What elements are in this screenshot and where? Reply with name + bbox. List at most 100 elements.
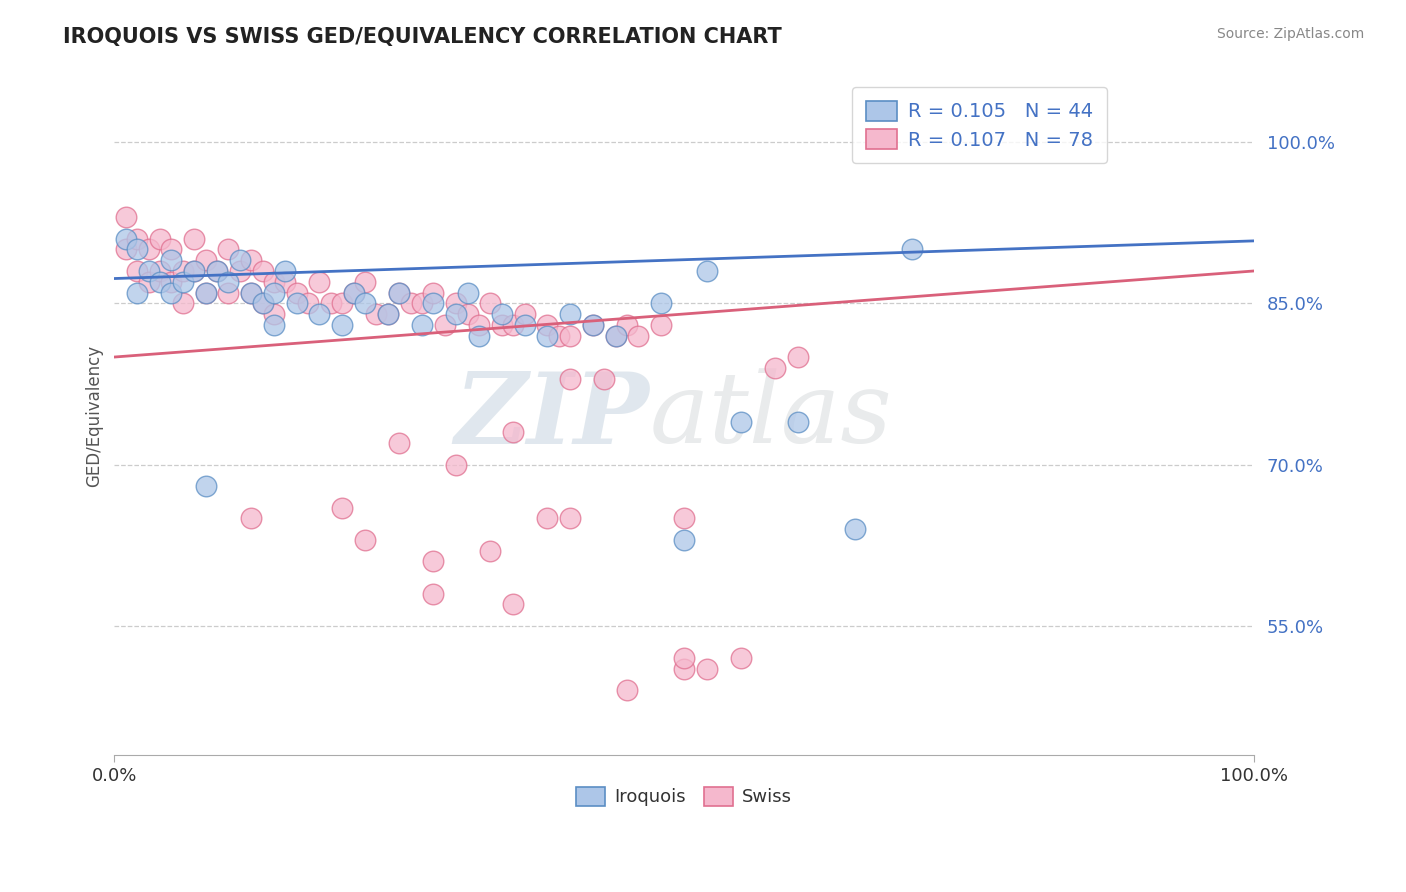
Point xyxy=(616,318,638,332)
Point xyxy=(240,253,263,268)
Point xyxy=(354,533,377,547)
Point xyxy=(263,307,285,321)
Point xyxy=(160,285,183,300)
Point xyxy=(217,243,239,257)
Point xyxy=(558,307,581,321)
Point xyxy=(366,307,388,321)
Point xyxy=(513,307,536,321)
Point xyxy=(183,264,205,278)
Point xyxy=(388,436,411,450)
Point xyxy=(422,586,444,600)
Point xyxy=(274,275,297,289)
Point xyxy=(513,318,536,332)
Point xyxy=(183,232,205,246)
Point xyxy=(479,296,502,310)
Point xyxy=(263,285,285,300)
Point xyxy=(127,264,149,278)
Point xyxy=(786,415,808,429)
Y-axis label: GED/Equivalency: GED/Equivalency xyxy=(86,345,103,487)
Text: atlas: atlas xyxy=(650,368,893,464)
Point xyxy=(844,522,866,536)
Text: IROQUOIS VS SWISS GED/EQUIVALENCY CORRELATION CHART: IROQUOIS VS SWISS GED/EQUIVALENCY CORREL… xyxy=(63,27,782,46)
Legend: Iroquois, Swiss: Iroquois, Swiss xyxy=(569,780,799,814)
Point xyxy=(274,264,297,278)
Point xyxy=(308,307,330,321)
Point xyxy=(263,318,285,332)
Point xyxy=(308,275,330,289)
Point xyxy=(172,264,194,278)
Point xyxy=(138,275,160,289)
Text: Source: ZipAtlas.com: Source: ZipAtlas.com xyxy=(1216,27,1364,41)
Point xyxy=(536,511,558,525)
Point xyxy=(536,318,558,332)
Point xyxy=(160,253,183,268)
Point xyxy=(422,296,444,310)
Point xyxy=(297,296,319,310)
Point xyxy=(228,253,250,268)
Point xyxy=(411,296,433,310)
Point xyxy=(605,328,627,343)
Point xyxy=(228,264,250,278)
Point xyxy=(183,264,205,278)
Point xyxy=(627,328,650,343)
Point xyxy=(149,275,172,289)
Point xyxy=(672,651,695,665)
Point xyxy=(252,264,274,278)
Point xyxy=(457,307,479,321)
Point xyxy=(127,243,149,257)
Point xyxy=(650,318,672,332)
Text: ZIP: ZIP xyxy=(454,368,650,465)
Point xyxy=(502,598,524,612)
Point xyxy=(160,275,183,289)
Point xyxy=(149,264,172,278)
Point xyxy=(194,253,217,268)
Point xyxy=(114,243,136,257)
Point xyxy=(138,264,160,278)
Point xyxy=(558,511,581,525)
Point xyxy=(330,500,353,515)
Point xyxy=(593,371,616,385)
Point xyxy=(319,296,342,310)
Point xyxy=(672,662,695,676)
Point xyxy=(696,264,718,278)
Point xyxy=(377,307,399,321)
Point xyxy=(252,296,274,310)
Point xyxy=(468,328,491,343)
Point xyxy=(411,318,433,332)
Point xyxy=(114,232,136,246)
Point xyxy=(160,243,183,257)
Point xyxy=(194,285,217,300)
Point xyxy=(138,243,160,257)
Point xyxy=(343,285,366,300)
Point xyxy=(672,533,695,547)
Point xyxy=(240,285,263,300)
Point xyxy=(558,371,581,385)
Point xyxy=(252,296,274,310)
Point xyxy=(616,683,638,698)
Point xyxy=(422,554,444,568)
Point xyxy=(763,360,786,375)
Point xyxy=(786,350,808,364)
Point xyxy=(149,232,172,246)
Point xyxy=(582,318,605,332)
Point xyxy=(343,285,366,300)
Point xyxy=(502,318,524,332)
Point xyxy=(194,479,217,493)
Point xyxy=(672,511,695,525)
Point xyxy=(901,243,924,257)
Point xyxy=(240,285,263,300)
Point xyxy=(536,328,558,343)
Point xyxy=(399,296,422,310)
Point xyxy=(285,285,308,300)
Point xyxy=(730,651,752,665)
Point xyxy=(433,318,456,332)
Point xyxy=(354,275,377,289)
Point xyxy=(388,285,411,300)
Point xyxy=(547,328,569,343)
Point xyxy=(217,275,239,289)
Point xyxy=(730,415,752,429)
Point xyxy=(444,296,467,310)
Point xyxy=(127,232,149,246)
Point xyxy=(388,285,411,300)
Point xyxy=(491,318,513,332)
